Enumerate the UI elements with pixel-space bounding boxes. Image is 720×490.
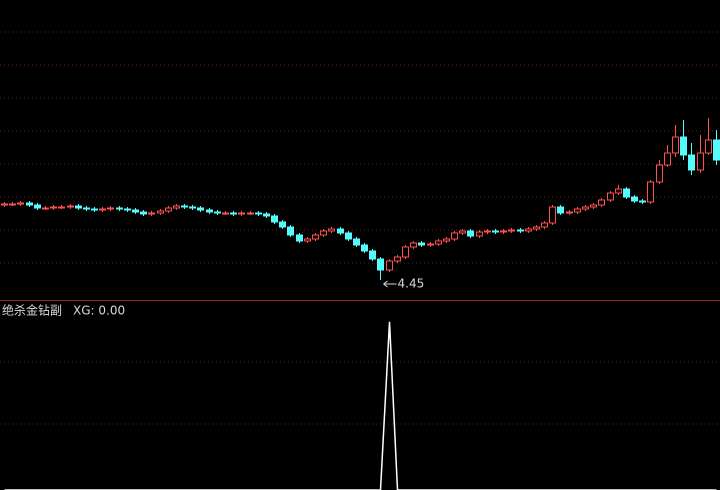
candle-body [132,209,139,213]
candle-body [680,136,687,156]
candle-body [639,200,646,203]
candle-body [328,228,335,232]
candle-body [263,213,270,217]
candle-body [525,228,532,232]
candle-body [42,207,49,210]
candle-body [238,212,245,215]
low-arrow [383,280,397,288]
candle-body [107,207,114,210]
candle-body [549,206,556,224]
candle-body [402,246,409,258]
candle-body [67,205,74,208]
candle-body [50,206,57,209]
candle-body [394,256,401,262]
candle-body [304,238,311,242]
candle-body [312,234,319,240]
candle-body [75,205,82,209]
candle-body [58,206,65,209]
candle-body [83,207,90,210]
candle-body [467,230,474,237]
candle-body [484,230,491,233]
candle-body [435,240,442,245]
candle-body [500,230,507,233]
candle-body [713,139,720,161]
candle-body [410,242,417,248]
candle-body [353,238,360,246]
candle-body [427,243,434,246]
candle-body [247,212,254,215]
candle-body [582,206,589,210]
candle-body [566,211,573,214]
candle-body [688,154,695,171]
low-label: 4.45 [398,277,425,291]
candle-body [181,205,188,208]
candle-body [631,196,638,202]
candle-body [34,204,41,209]
candle-body [148,212,155,215]
candle-body [189,206,196,209]
candle-body [418,242,425,246]
candle-body [607,192,614,201]
candle-body [206,209,213,213]
candle-body [623,188,630,198]
candle-body [337,228,344,234]
candle-body [647,181,654,203]
candle-body [165,207,172,212]
candle-body [672,136,679,154]
candle-body [99,208,106,211]
candle-body [459,230,466,234]
candle-body [508,229,515,232]
candle-body [574,208,581,213]
candle-body [697,152,704,171]
indicator-title: 绝杀金钻副 [2,303,62,318]
candle-body [443,238,450,242]
candle-body [222,212,229,215]
candle-body [664,152,671,166]
candle-body [451,232,458,240]
candle-body [91,208,98,211]
candle-body [287,226,294,236]
candle-body [26,202,33,206]
candle-body [230,212,237,215]
candle-body [705,139,712,154]
price-grid [0,31,720,425]
candle-body [157,210,164,214]
candle-body [476,231,483,237]
candle-body [492,230,499,233]
candle-body [320,230,327,236]
candle-body [533,226,540,230]
candle-body [214,211,221,214]
candle-body [173,205,180,209]
candle-body [9,203,16,206]
candle-body [361,244,368,252]
candle-body [124,208,131,211]
candle-body [140,211,147,215]
candle-body [590,204,597,208]
indicator-readout: XG: 0.00 [73,304,125,318]
candle-body [517,229,524,232]
candle-body [557,206,564,214]
candle-body [369,250,376,260]
candle-body [1,203,8,206]
candle-body [541,222,548,228]
candle-body [345,232,352,240]
candle-body [656,164,663,183]
candle-body [197,207,204,211]
candle-body [279,221,286,228]
candle-body [255,212,262,215]
candle-body [377,258,384,271]
candle-body [116,207,123,210]
candle-body [271,215,278,223]
candle-body [17,202,24,205]
candle-body [598,199,605,206]
candle-body [296,234,303,242]
candle-body [615,188,622,194]
candle-body [386,260,393,271]
candles: 4.45 [1,118,720,291]
